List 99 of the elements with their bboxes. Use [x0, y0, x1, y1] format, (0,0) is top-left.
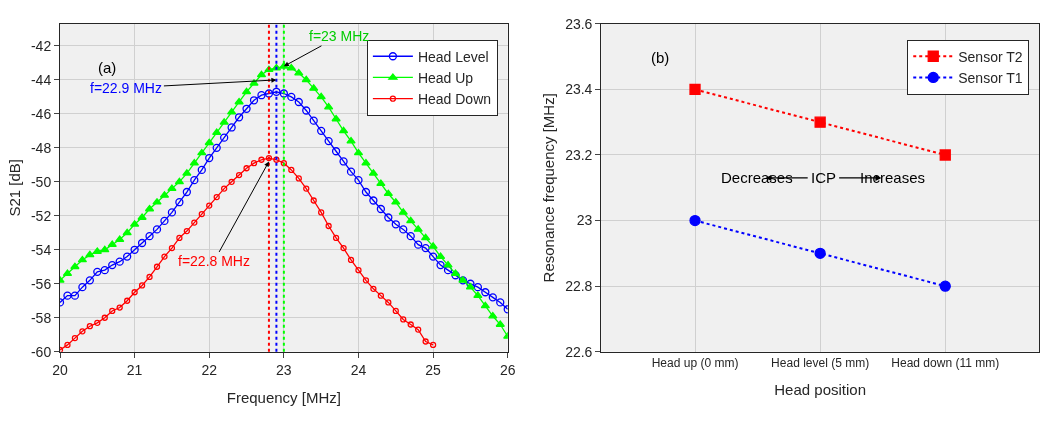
x-tick-label: 23 [276, 361, 292, 378]
point [370, 285, 377, 292]
point [400, 316, 407, 323]
point [939, 149, 951, 161]
y-axis-title: S21 [dB] [6, 159, 24, 217]
y-tick-label: -44 [30, 71, 52, 88]
point [64, 341, 71, 349]
x-tick-label: 24 [350, 361, 367, 378]
point [422, 338, 429, 345]
point [280, 159, 288, 167]
point [362, 277, 370, 284]
annotation: (a) [98, 59, 117, 76]
point [415, 326, 422, 333]
annotation: f=22.8 MHz [178, 253, 250, 269]
annotation: ICP [811, 169, 837, 186]
x-tick-label: 22 [201, 361, 218, 378]
point [131, 289, 138, 296]
point [116, 304, 123, 311]
legend-label: Sensor T2 [958, 48, 1023, 65]
y-tick-label: -48 [30, 139, 52, 156]
point [355, 267, 362, 274]
y-tick-label: -52 [30, 207, 52, 224]
y-tick-label: -42 [30, 37, 52, 54]
point [392, 307, 399, 315]
x-tick-label: 20 [52, 361, 68, 378]
point [265, 154, 273, 162]
point [288, 166, 295, 174]
annotation: f=22.9 MHz [90, 80, 162, 96]
point [101, 314, 108, 321]
point [94, 319, 101, 326]
point [191, 219, 198, 226]
y-tick-label: -54 [30, 241, 52, 258]
point [258, 156, 265, 163]
point [235, 171, 243, 179]
legend-label: Head Down [417, 91, 492, 108]
x-tick-label: Head level (5 mm) [771, 356, 870, 371]
x-tick-label: 21 [126, 361, 143, 378]
point [213, 193, 220, 201]
y-axis-title: Resonance frequency [MHz] [540, 93, 558, 283]
y-tick-label: -58 [30, 309, 52, 326]
annotation: f=23 MHz [309, 28, 370, 44]
point [814, 247, 826, 259]
point [221, 185, 228, 192]
legend-label: Head Level [417, 48, 489, 65]
x-tick-label: 25 [425, 361, 442, 378]
x-axis-title: Frequency [MHz] [226, 388, 341, 406]
point [146, 273, 153, 281]
point [689, 83, 701, 96]
point [303, 185, 310, 192]
point [310, 197, 317, 204]
x-tick-label: 26 [499, 361, 516, 378]
point [295, 175, 302, 182]
point [168, 244, 176, 252]
y-tick-label: -46 [30, 105, 52, 122]
y-tick-label: 23 [576, 212, 593, 229]
point [325, 222, 332, 230]
point [198, 210, 205, 218]
point [340, 244, 347, 252]
annotation: Increases [860, 169, 926, 186]
point [183, 227, 190, 235]
y-tick-label: 22.8 [565, 278, 593, 295]
y-tick-label: -50 [30, 173, 52, 190]
point [79, 328, 86, 335]
point [138, 282, 146, 289]
point [939, 280, 951, 292]
point [228, 178, 235, 185]
point [124, 297, 131, 304]
point [153, 263, 161, 270]
point [176, 234, 183, 242]
y-tick-label: 23.6 [565, 15, 593, 32]
point [332, 234, 340, 242]
point [206, 202, 213, 209]
y-tick-label: -60 [30, 343, 52, 360]
point [161, 253, 168, 260]
legend-label: Head Up [417, 69, 474, 86]
x-tick-label: Head up (0 mm) [651, 356, 739, 371]
annotation: (b) [651, 49, 670, 66]
x-tick-label: Head down (11 mm) [891, 356, 1000, 371]
point [273, 156, 280, 163]
point [429, 341, 437, 349]
y-tick-label: -56 [30, 275, 52, 292]
point [243, 165, 250, 172]
point [814, 116, 826, 128]
y-tick-label: 22.6 [565, 343, 593, 360]
point [318, 209, 325, 216]
point [347, 256, 355, 264]
legend-label: Sensor T1 [958, 69, 1023, 86]
annotation: Decreases [721, 169, 793, 186]
point [377, 292, 385, 299]
x-axis-title: Head position [774, 381, 867, 399]
point [109, 307, 116, 315]
point [407, 321, 414, 328]
point [385, 299, 392, 306]
point [689, 214, 701, 227]
point [71, 334, 79, 342]
y-tick-label: 23.2 [565, 146, 593, 163]
point [86, 323, 93, 330]
point [250, 159, 258, 167]
y-tick-label: 23.4 [565, 81, 593, 98]
